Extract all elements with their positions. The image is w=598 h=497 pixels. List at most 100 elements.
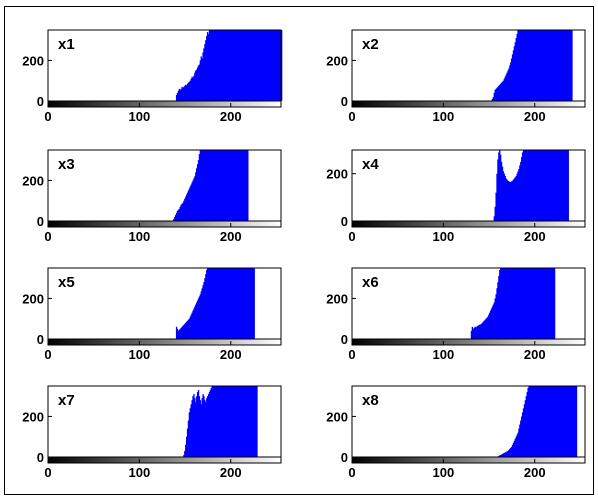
histogram-bar bbox=[207, 394, 210, 457]
histogram-bar bbox=[561, 30, 563, 101]
histogram-bar bbox=[228, 30, 231, 101]
histogram-bar bbox=[502, 453, 505, 457]
histogram-bar bbox=[558, 150, 560, 221]
histogram-bar bbox=[565, 150, 568, 221]
histogram-bar bbox=[232, 268, 234, 339]
axes-border bbox=[351, 385, 586, 464]
histogram-bar bbox=[525, 268, 527, 339]
histogram-bar bbox=[526, 392, 528, 457]
histogram-bar bbox=[209, 390, 212, 457]
histogram-bar bbox=[234, 386, 236, 457]
histogram-bar bbox=[532, 268, 534, 339]
histogram-bar bbox=[187, 190, 190, 221]
histogram-bar bbox=[189, 80, 191, 101]
panel-x5: 0 100 200 0 200 x5 bbox=[22, 267, 282, 362]
histogram-bar bbox=[523, 30, 526, 101]
histogram-bar bbox=[512, 268, 515, 339]
histogram-bar bbox=[196, 392, 199, 457]
histogram-bar bbox=[206, 268, 209, 339]
histogram-bar bbox=[217, 30, 220, 101]
histogram-bar bbox=[512, 442, 515, 457]
histogram-bar bbox=[501, 81, 504, 101]
histogram-bar bbox=[499, 270, 501, 339]
histogram-bar bbox=[240, 268, 243, 339]
histogram-bar bbox=[178, 208, 180, 221]
histogram-bar bbox=[231, 30, 233, 101]
histogram-bar bbox=[233, 268, 235, 339]
histogram-bar bbox=[543, 386, 546, 457]
histogram-bar bbox=[529, 30, 531, 101]
histogram-bar bbox=[556, 386, 558, 457]
histogram-bar bbox=[239, 150, 242, 221]
y-tick-label: 200 bbox=[22, 173, 44, 188]
histogram-bar bbox=[197, 298, 200, 339]
histogram-bar bbox=[207, 150, 210, 221]
histogram-bar bbox=[246, 150, 248, 221]
histogram-bar bbox=[538, 30, 540, 101]
histogram-bar bbox=[551, 30, 553, 101]
histogram-bar bbox=[238, 268, 240, 339]
histogram-bar bbox=[230, 150, 233, 221]
histogram-bar bbox=[560, 150, 562, 221]
histogram-bar bbox=[184, 198, 186, 221]
histogram-bar bbox=[513, 178, 516, 221]
histogram-bar bbox=[518, 168, 520, 221]
histogram-bar bbox=[547, 150, 549, 221]
histogram-bar bbox=[506, 268, 508, 339]
histogram-bar bbox=[540, 268, 542, 339]
histogram-bar bbox=[506, 451, 508, 457]
histogram-bar bbox=[545, 30, 548, 101]
histogram-bar bbox=[212, 30, 214, 101]
histogram-bar bbox=[539, 150, 541, 221]
histogram-bar bbox=[260, 30, 263, 101]
histogram-bar bbox=[495, 294, 497, 339]
histogram-bar bbox=[187, 82, 190, 101]
histogram-bar bbox=[219, 30, 222, 101]
histogram-bar bbox=[497, 282, 499, 339]
histogram-bar bbox=[514, 42, 516, 101]
histogram-bar bbox=[233, 386, 235, 457]
histogram-bar bbox=[555, 150, 558, 221]
histogram-bar bbox=[196, 168, 198, 221]
histogram-bar bbox=[546, 150, 548, 221]
histogram-bar bbox=[514, 177, 516, 221]
histogram-bar bbox=[497, 86, 499, 101]
histogram-bar bbox=[259, 30, 261, 101]
histogram-bar bbox=[185, 322, 187, 339]
histogram-bar bbox=[545, 268, 548, 339]
histogram-bar bbox=[243, 386, 245, 457]
histogram-bar bbox=[191, 400, 193, 457]
y-tick-label: 0 bbox=[37, 332, 44, 347]
histogram-bar bbox=[273, 30, 276, 101]
histogram-bar bbox=[241, 268, 244, 339]
histogram-bar bbox=[249, 386, 251, 457]
histogram-bar bbox=[524, 150, 527, 221]
histogram-bar bbox=[546, 268, 548, 339]
histogram-bar bbox=[221, 386, 223, 457]
histogram-bar bbox=[191, 182, 193, 221]
histogram-bar bbox=[181, 203, 183, 221]
histogram-bar bbox=[506, 72, 508, 101]
histogram-bar bbox=[255, 386, 257, 457]
histogram-bar bbox=[529, 150, 531, 221]
histogram-bar bbox=[555, 30, 558, 101]
histogram-bar bbox=[553, 30, 556, 101]
histogram-bar bbox=[557, 386, 559, 457]
y-tick-label: 0 bbox=[341, 332, 348, 347]
histogram-bar bbox=[231, 150, 233, 221]
x-tick-label: 0 bbox=[348, 347, 355, 362]
histogram-bar bbox=[504, 76, 506, 101]
x-tick-label: 200 bbox=[220, 465, 242, 480]
histogram-bar bbox=[507, 450, 509, 457]
histogram-bar bbox=[242, 150, 244, 221]
histogram-bar bbox=[211, 386, 213, 457]
histogram-bar bbox=[213, 386, 215, 457]
histogram-bar bbox=[185, 196, 187, 221]
histogram-bar bbox=[504, 176, 506, 221]
histogram-bar bbox=[203, 282, 205, 339]
histogram-bar bbox=[550, 30, 552, 101]
histogram-bar bbox=[252, 30, 254, 101]
panel-x4: 0 100 200 0 200 x4 bbox=[326, 149, 586, 244]
histogram-bar bbox=[517, 432, 519, 457]
histogram-bar bbox=[229, 386, 232, 457]
